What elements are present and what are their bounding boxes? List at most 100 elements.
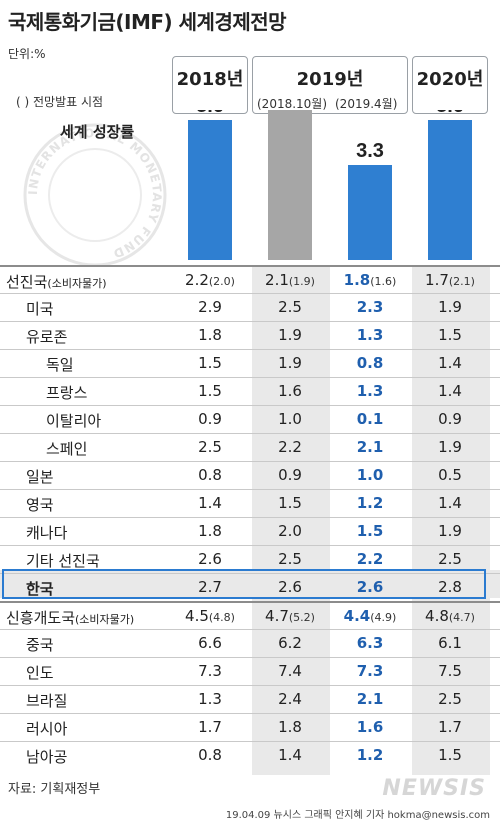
table-row: 프랑스 1.5 1.6 1.3 1.4 [0,377,500,405]
value-cell: 1.9 [251,354,329,372]
row-name-text: 한국 [26,580,54,598]
value-cell: 6.2 [251,634,329,652]
value-cell: 2.5 [411,550,489,568]
value-text: 2.6 [356,578,384,596]
value-text: 1.9 [438,522,462,540]
value-cell: 1.9 [411,298,489,316]
value-text: 2.5 [278,298,302,316]
value-cell: 1.3 [171,690,249,708]
value-cell: 2.0 [251,522,329,540]
value-cell: 6.6 [171,634,249,652]
table-row: 독일 1.5 1.9 0.8 1.4 [0,349,500,377]
value-text: 1.7 [198,718,222,736]
value-text: 2.5 [438,690,462,708]
bar-value-label-0: 3.6 [196,110,224,117]
growth-label: 세계 성장률 [60,123,135,141]
table-row: 브라질 1.3 2.4 2.1 2.5 [0,685,500,713]
row-name-text: 독일 [46,356,74,374]
value-cell: 1.8 [171,326,249,344]
table-row: 한국 2.7 2.6 2.6 2.8 [0,573,500,601]
column-shade-2020 [412,265,490,775]
row-name: 중국 [26,634,54,655]
value-cell: 1.5 [171,354,249,372]
value-text: 1.5 [438,746,462,764]
value-cell: 1.3 [331,382,409,400]
value-cell: 1.8 [251,718,329,736]
row-name: 브라질 [26,690,67,711]
value-text: 4.8 [425,607,449,625]
table-row: 일본 0.8 0.9 1.0 0.5 [0,461,500,489]
korea-highlight-box [2,569,486,599]
value-text: 0.8 [198,746,222,764]
table-row: 중국 6.6 6.2 6.3 6.1 [0,629,500,657]
value-text: 2.6 [278,578,302,596]
value-text: 1.9 [278,326,302,344]
value-cell: 2.5 [171,438,249,456]
value-text: 6.2 [278,634,302,652]
bar-1 [268,110,312,260]
value-text: 7.3 [356,662,384,680]
value-cell: 0.8 [331,354,409,372]
value-text: 1.2 [356,746,384,764]
value-text: 1.4 [438,382,462,400]
header-2019-sub-apr: (2019.4월) [335,97,398,111]
cpi-text: (2.1) [448,275,475,288]
value-text: 1.0 [356,466,384,484]
value-cell: 4.7(5.2) [251,607,329,625]
value-text: 1.4 [438,494,462,512]
unit-label: 단위:% [8,47,46,61]
row-name: 이탈리아 [46,410,101,431]
header-2020: 2020년 [412,56,488,114]
value-cell: 0.8 [171,466,249,484]
value-text: 2.3 [356,298,384,316]
table-row: 선진국(소비자물가) 2.2(2.0) 2.1(1.9) 1.8(1.6) 1.7(2.… [0,265,500,293]
row-name-suffix: (소비자물가) [75,613,135,626]
value-text: 2.1 [265,271,289,289]
value-text: 2.9 [198,298,222,316]
value-cell: 1.2 [331,494,409,512]
value-cell: 2.5 [251,550,329,568]
note-label: ( ) 전망발표 시점 [16,95,104,109]
korea-row-shade [0,570,500,598]
table-row: 미국 2.9 2.5 2.3 1.9 [0,293,500,321]
table-row: 스페인 2.5 2.2 2.1 1.9 [0,433,500,461]
table-row: 유로존 1.8 1.9 1.3 1.5 [0,321,500,349]
value-text: 2.8 [438,578,462,596]
row-name-text: 인도 [26,664,54,682]
header-2019-year: 2019년 [296,69,364,90]
row-name: 독일 [46,354,74,375]
cpi-text: (2.0) [208,275,235,288]
value-text: 7.3 [198,662,222,680]
row-name: 스페인 [46,438,87,459]
header-2018-year: 2018년 [176,69,244,90]
bar-value-label-3: 3.6 [436,110,464,117]
value-cell: 0.9 [251,466,329,484]
value-cell: 1.9 [411,522,489,540]
value-cell: 1.8 [171,522,249,540]
bar-0 [188,120,232,260]
cpi-text: (4.8) [208,611,235,624]
value-text: 6.3 [356,634,384,652]
value-text: 0.9 [198,410,222,428]
row-name: 인도 [26,662,54,683]
value-text: 1.5 [356,522,384,540]
value-text: 1.5 [198,382,222,400]
value-text: 0.1 [356,410,384,428]
value-text: 1.4 [438,354,462,372]
value-cell: 2.2 [251,438,329,456]
row-name: 한국 [26,578,54,599]
value-text: 2.7 [198,578,222,596]
value-text: 1.8 [278,718,302,736]
value-text: 2.5 [438,550,462,568]
table-row: 영국 1.4 1.5 1.2 1.4 [0,489,500,517]
value-cell: 1.7 [411,718,489,736]
row-name: 일본 [26,466,54,487]
value-cell: 2.6 [171,550,249,568]
row-name-text: 기타 선진국 [26,552,100,570]
value-text: 2.1 [356,690,384,708]
row-name: 선진국(소비자물가) [6,271,107,292]
row-name: 러시아 [26,718,67,739]
value-cell: 1.4 [411,354,489,372]
value-text: 7.5 [438,662,462,680]
value-cell: 1.5 [171,382,249,400]
